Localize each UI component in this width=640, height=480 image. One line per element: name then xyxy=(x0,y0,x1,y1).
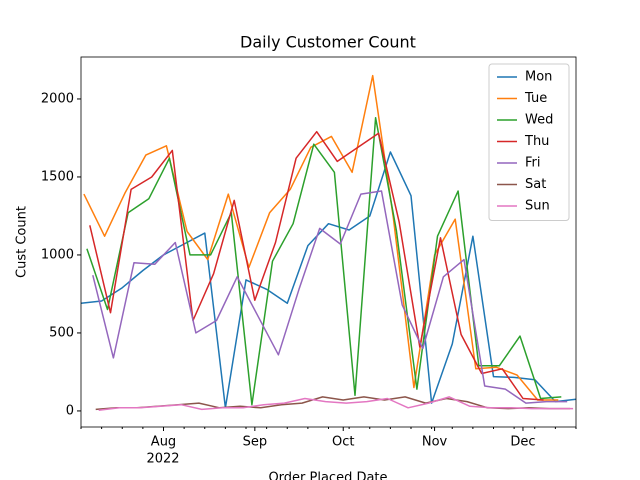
y-tick-label: 2000 xyxy=(41,91,74,106)
x-tick-label: Dec xyxy=(510,435,535,450)
legend-label: Thu xyxy=(524,134,549,149)
chart-title: Daily Customer Count xyxy=(240,33,416,52)
series-line xyxy=(86,116,562,406)
series-line xyxy=(89,130,544,401)
x-offset-label: 2022 xyxy=(146,452,179,467)
legend-label: Tue xyxy=(524,91,547,106)
legend-label: Fri xyxy=(525,156,541,171)
x-tick-label: Sep xyxy=(243,435,268,450)
y-axis-label: Cust Count xyxy=(15,206,30,278)
legend-label: Mon xyxy=(525,70,552,85)
legend-box xyxy=(488,63,570,221)
legend-label: Sun xyxy=(525,199,550,214)
x-tick-label: Aug xyxy=(151,435,176,450)
x-axis-label: Order Placed Date xyxy=(268,471,387,480)
series-line xyxy=(98,396,574,411)
legend-label: Wed xyxy=(525,113,553,128)
x-tick-label: Nov xyxy=(422,435,448,450)
y-tick-label: 500 xyxy=(49,325,74,340)
plot-frame xyxy=(80,56,577,428)
x-tick-label: Oct xyxy=(332,435,354,450)
legend-label: Sat xyxy=(525,177,546,192)
y-tick-label: 0 xyxy=(66,403,74,418)
y-tick-label: 1500 xyxy=(41,169,74,184)
y-tick-label: 1000 xyxy=(41,247,74,262)
series-line xyxy=(92,190,568,404)
